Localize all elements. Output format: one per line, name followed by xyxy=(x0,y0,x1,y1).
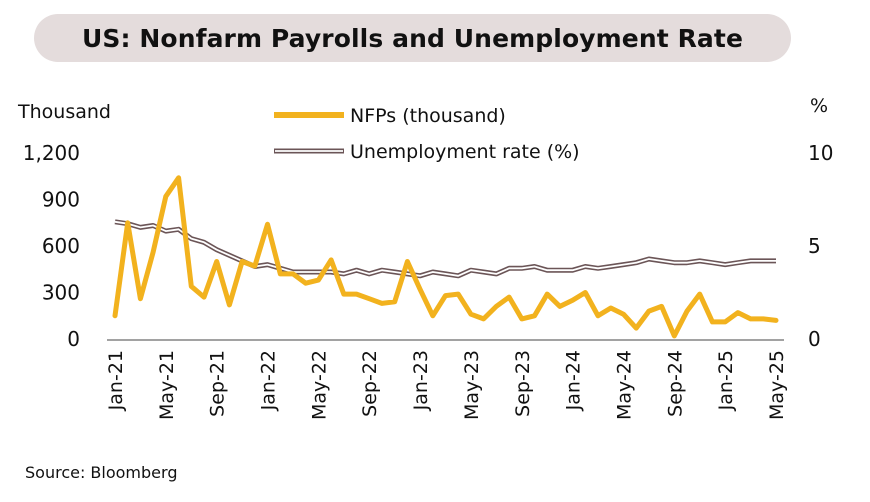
nfp-line xyxy=(112,175,779,339)
source-note: Source: Bloomberg xyxy=(25,463,178,482)
right-tick-label: 5 xyxy=(808,234,821,258)
x-tick-label: May-22 xyxy=(308,350,330,420)
left-tick-label: 1,200 xyxy=(23,141,80,165)
x-tick-label: Jan-25 xyxy=(715,350,737,411)
title-banner: US: Nonfarm Payrolls and Unemployment Ra… xyxy=(34,14,791,62)
left-tick-label: 600 xyxy=(42,234,80,258)
left-tick-label: 0 xyxy=(67,327,80,351)
x-tick-label: Jan-21 xyxy=(105,350,127,411)
unemployment-line-inner xyxy=(114,220,776,277)
legend-unemployment-label: Unemployment rate (%) xyxy=(350,141,580,163)
legend-nfp-label: NFPs (thousand) xyxy=(350,105,506,127)
x-tick-label: Jan-23 xyxy=(410,350,432,411)
right-tick-label: 0 xyxy=(808,327,821,351)
x-tick-label: Sep-24 xyxy=(664,350,686,417)
x-tick-label: Sep-22 xyxy=(359,350,381,417)
left-tick-label: 900 xyxy=(42,188,80,212)
x-tick-label: Sep-21 xyxy=(207,350,229,417)
x-tick-label: Jan-24 xyxy=(563,350,585,411)
right-axis-title: % xyxy=(810,95,828,117)
x-tick-label: May-21 xyxy=(156,350,178,420)
x-tick-label: Sep-23 xyxy=(512,350,534,417)
x-tick-label: May-25 xyxy=(766,350,788,420)
right-tick-label: 10 xyxy=(808,141,833,165)
x-tick-label: May-24 xyxy=(613,350,635,420)
left-tick-label: 300 xyxy=(42,281,80,305)
x-tick-label: May-23 xyxy=(461,350,483,420)
chart-title: US: Nonfarm Payrolls and Unemployment Ra… xyxy=(82,23,743,53)
left-axis-title: Thousand xyxy=(17,101,111,123)
x-tick-label: Jan-22 xyxy=(258,350,280,411)
